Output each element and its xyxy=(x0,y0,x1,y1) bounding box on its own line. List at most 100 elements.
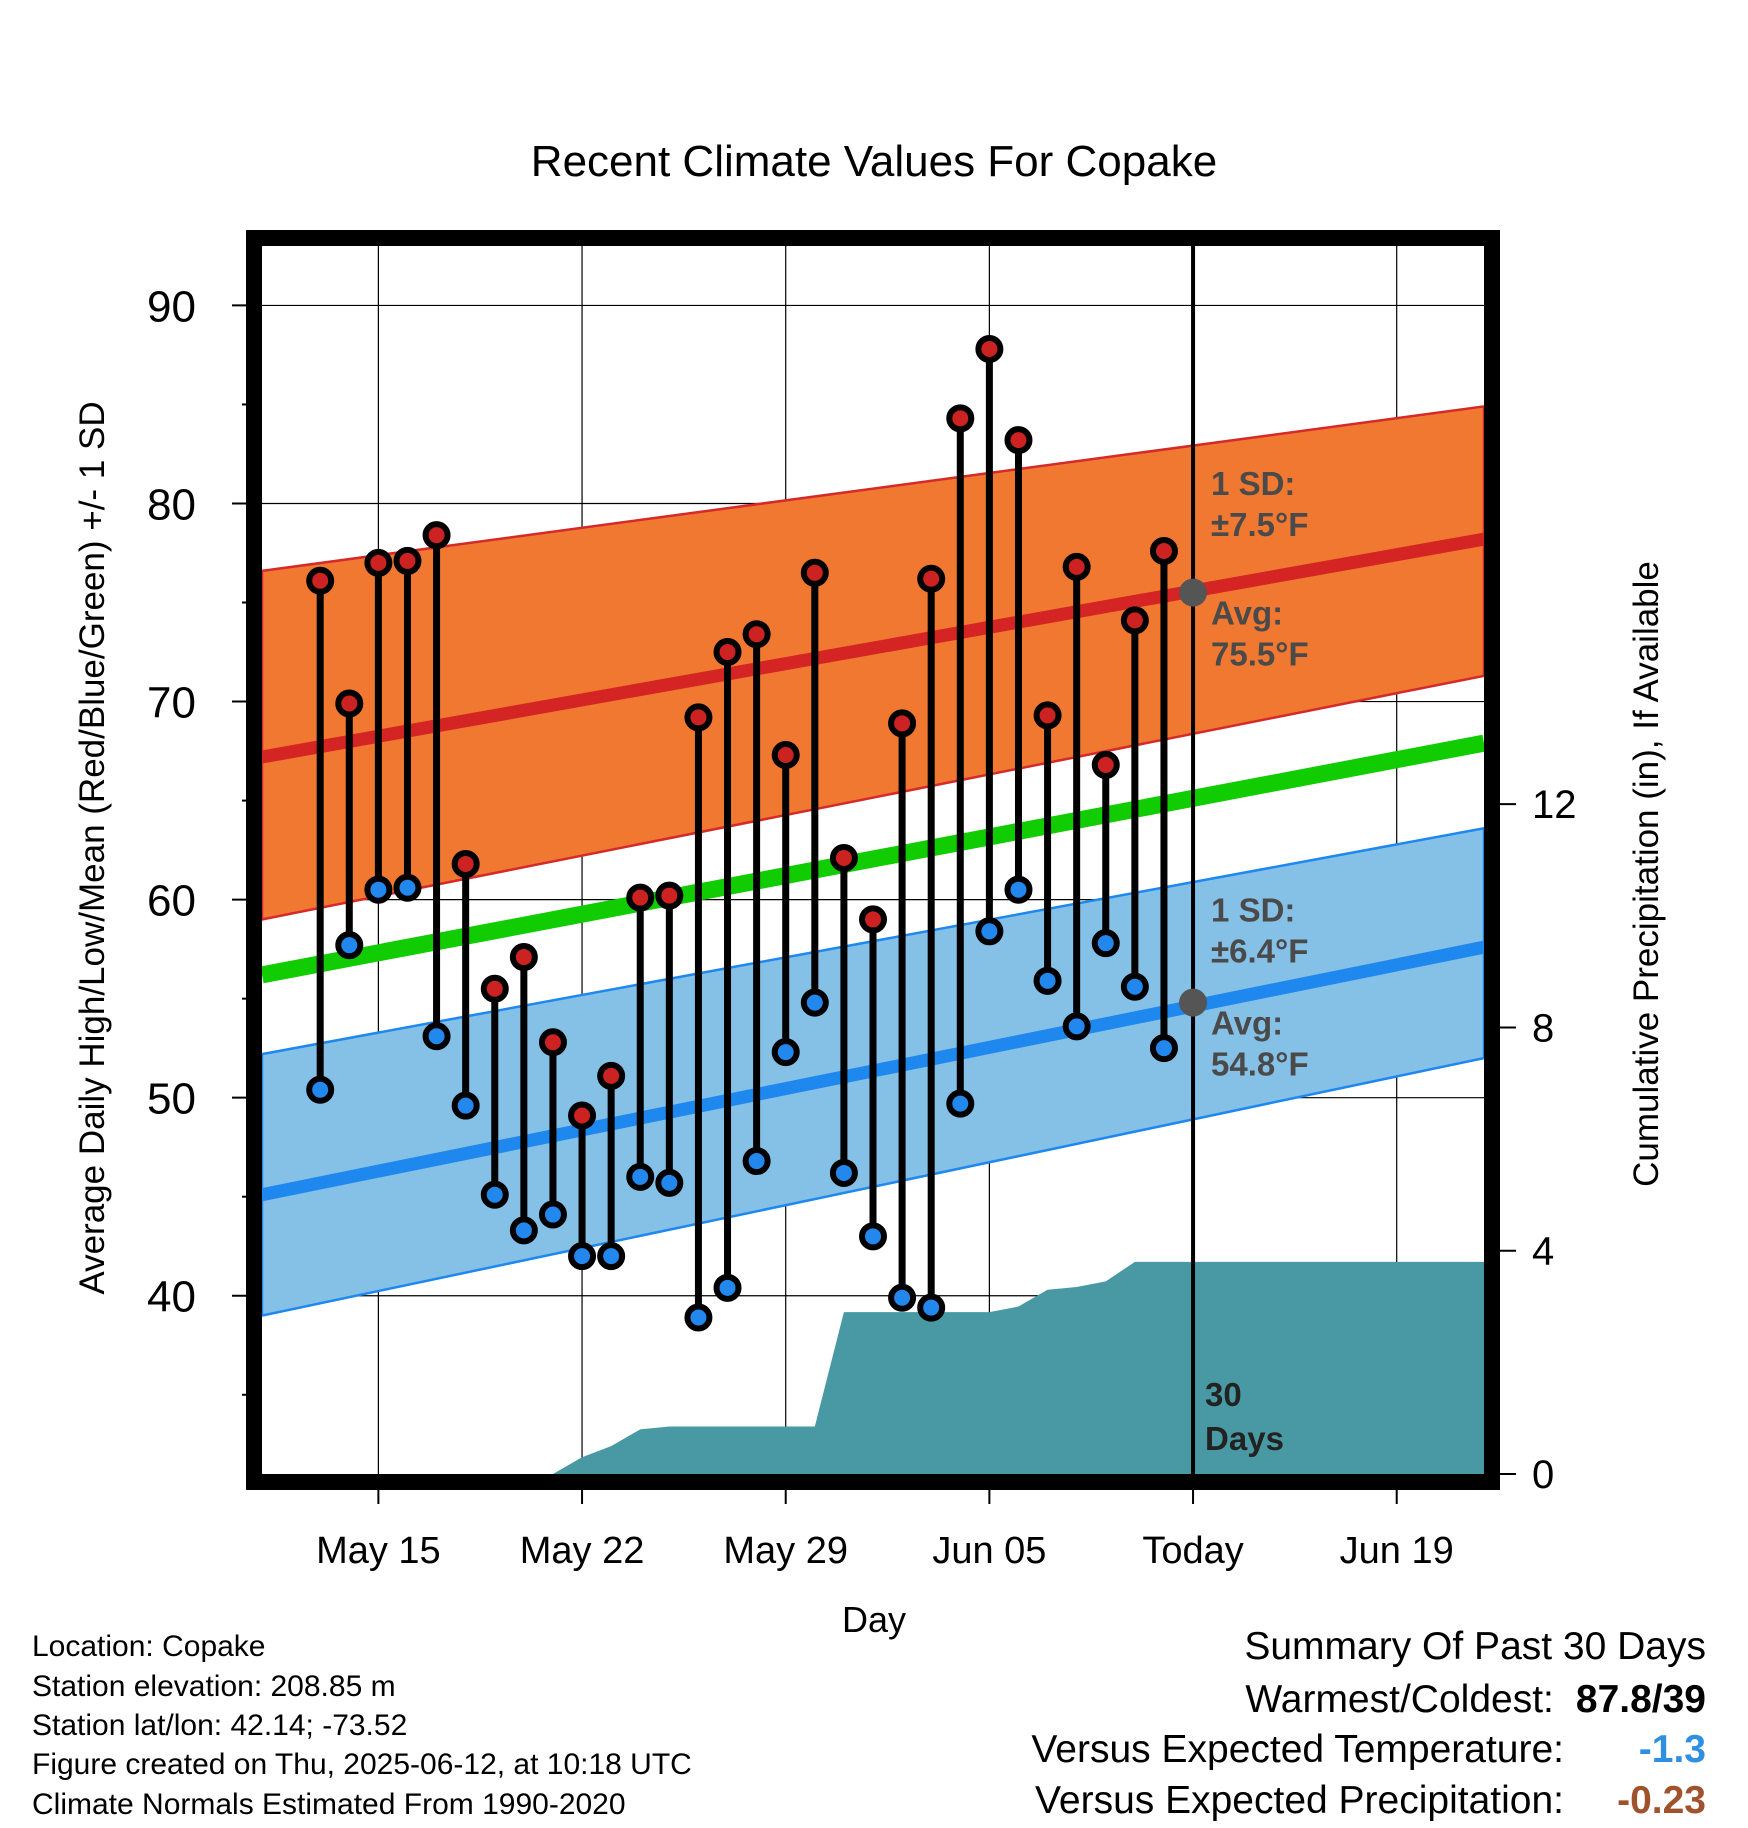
high-point xyxy=(655,881,684,910)
x-tick-label: May 29 xyxy=(723,1530,848,1572)
low-point xyxy=(888,1283,917,1312)
summary-warmest-value: 87.8/39 xyxy=(1575,1678,1706,1721)
high-point xyxy=(1062,552,1091,581)
low-point xyxy=(771,1038,800,1067)
low-avg-label: Avg: xyxy=(1211,1005,1283,1042)
low-avg-value: 54.8°F xyxy=(1211,1046,1309,1083)
high-sd-value: ±7.5°F xyxy=(1211,506,1308,543)
low-point xyxy=(946,1089,975,1118)
high-avg-value: 75.5°F xyxy=(1211,636,1309,673)
low-point xyxy=(1062,1012,1091,1041)
high-point xyxy=(538,1028,567,1057)
high-point xyxy=(626,883,655,912)
precip-area xyxy=(262,1261,1484,1474)
low-point xyxy=(422,1022,451,1051)
info-created: Figure created on Thu, 2025-06-12, at 10… xyxy=(32,1748,692,1781)
high-point xyxy=(800,558,829,587)
high-avg-label: Avg: xyxy=(1211,595,1283,632)
low-point xyxy=(393,873,422,902)
high-point xyxy=(1149,537,1178,566)
summary-temp-label: Versus Expected Temperature: xyxy=(1031,1728,1564,1771)
high-point xyxy=(859,905,887,934)
high-point xyxy=(829,844,858,873)
summary-warmest-row: Warmest/Coldest: 87.8/39 xyxy=(1245,1680,1706,1719)
low-point xyxy=(975,917,1004,946)
low-point xyxy=(306,1075,335,1104)
high-point xyxy=(742,620,771,649)
high-point xyxy=(946,404,975,433)
high-point xyxy=(597,1061,626,1090)
y-tick-label: 90 xyxy=(147,282,196,331)
y2-tick-label: 12 xyxy=(1532,783,1577,827)
low-point xyxy=(1120,972,1149,1001)
info-location: Location: Copake xyxy=(32,1630,266,1663)
high-point xyxy=(917,564,946,593)
info-normals: Climate Normals Estimated From 1990-2020 xyxy=(32,1788,626,1821)
x-tick-label: Jun 05 xyxy=(932,1530,1046,1572)
y2-axis-label: Cumulative Precipitation (in), If Availa… xyxy=(1627,561,1666,1187)
high-point xyxy=(1004,426,1033,455)
y-tick-label: 50 xyxy=(147,1075,196,1124)
y-tick-label: 40 xyxy=(147,1273,196,1322)
info-latlon: Station lat/lon: 42.14; -73.52 xyxy=(32,1709,408,1742)
low-point xyxy=(568,1242,597,1271)
plot-frame xyxy=(246,230,1500,1490)
info-elevation: Station elevation: 208.85 m xyxy=(32,1670,396,1703)
low-point xyxy=(655,1168,684,1197)
summary-precip-row: Versus Expected Precipitation: -0.23 xyxy=(1035,1781,1706,1820)
low-point xyxy=(597,1242,626,1271)
x-tick-label: Today xyxy=(1142,1530,1243,1572)
low-sd-label: 1 SD: xyxy=(1211,892,1295,929)
low-point xyxy=(684,1303,713,1332)
low-point xyxy=(626,1162,655,1191)
high-point xyxy=(509,943,538,972)
low-sd-value: ±6.4°F xyxy=(1211,933,1308,970)
y-tick-label: 60 xyxy=(147,877,196,926)
high-point xyxy=(713,638,742,667)
low-point xyxy=(364,875,393,904)
today-low-avg-marker xyxy=(1179,988,1208,1017)
high-point xyxy=(422,521,451,550)
low-point xyxy=(713,1273,742,1302)
low-point xyxy=(742,1147,771,1176)
low-point xyxy=(800,988,829,1017)
y2-tick-label: 0 xyxy=(1532,1453,1554,1497)
low-point xyxy=(1149,1034,1178,1063)
y2-tick-label: 8 xyxy=(1532,1006,1554,1050)
y-tick-label: 80 xyxy=(147,480,196,529)
low-point xyxy=(538,1200,567,1229)
y-axis-label: Average Daily High/Low/Mean (Red/Blue/Gr… xyxy=(73,401,112,1294)
low-point xyxy=(1091,929,1120,958)
low-point xyxy=(859,1222,887,1251)
high-point xyxy=(888,709,917,738)
chart-title: Recent Climate Values For Copake xyxy=(531,137,1217,186)
x-tick-label: Jun 19 xyxy=(1340,1530,1454,1572)
high-point xyxy=(364,548,393,577)
summary-precip-value: -0.23 xyxy=(1617,1779,1706,1822)
today-high-avg-marker xyxy=(1179,578,1208,607)
low-point xyxy=(1004,875,1033,904)
high-point xyxy=(393,546,422,575)
low-point xyxy=(480,1180,509,1209)
high-point xyxy=(1120,606,1149,635)
low-point xyxy=(829,1158,858,1187)
high-point xyxy=(306,566,335,595)
x-tick-label: May 15 xyxy=(316,1530,441,1572)
x-axis-label: Day xyxy=(842,1599,906,1640)
low-point xyxy=(335,931,364,960)
today-days-number: 30 xyxy=(1205,1376,1242,1413)
summary-precip-label: Versus Expected Precipitation: xyxy=(1035,1779,1564,1822)
summary-warmest-label: Warmest/Coldest: xyxy=(1245,1678,1554,1721)
high-point xyxy=(1091,750,1120,779)
high-point xyxy=(771,741,800,770)
high-point xyxy=(335,689,364,718)
high-sd-label: 1 SD: xyxy=(1211,465,1295,502)
high-point xyxy=(568,1101,597,1130)
y2-tick-label: 4 xyxy=(1532,1230,1554,1274)
summary-heading: Summary Of Past 30 Days xyxy=(1244,1625,1706,1668)
high-point xyxy=(684,703,713,732)
summary-temp-value: -1.3 xyxy=(1638,1728,1706,1771)
low-point xyxy=(1033,966,1062,995)
high-point xyxy=(975,334,1004,363)
